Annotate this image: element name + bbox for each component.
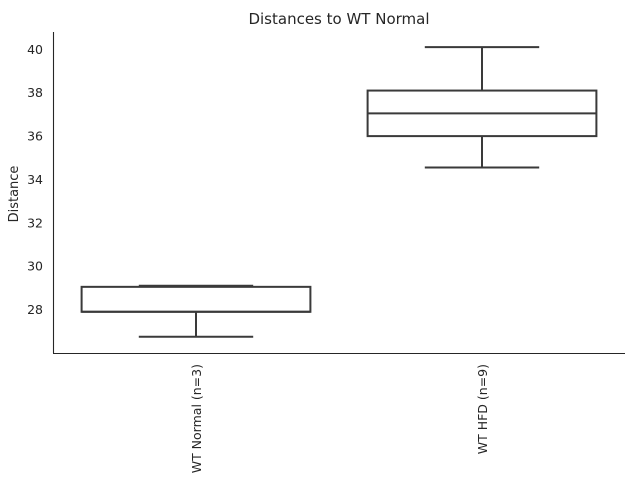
box-group xyxy=(80,46,598,338)
y-tick-label: 34 xyxy=(27,172,43,187)
chart-title: Distances to WT Normal xyxy=(248,10,429,28)
y-tick-label: 36 xyxy=(27,129,43,144)
y-tick-label: 40 xyxy=(27,42,43,57)
y-tick-label: 32 xyxy=(27,215,43,230)
y-axis-ticks: 28 30 32 34 36 38 40 xyxy=(27,42,43,317)
y-tick-label: 38 xyxy=(27,85,43,100)
y-tick-label: 28 xyxy=(27,302,43,317)
x-axis-ticks: WT Normal (n=3) WT HFD (n=9) xyxy=(189,364,490,473)
x-tick-label: WT HFD (n=9) xyxy=(475,364,490,454)
x-tick-label: WT Normal (n=3) xyxy=(189,364,204,473)
y-axis-label: Distance xyxy=(7,166,22,223)
box-iqr xyxy=(80,285,312,313)
y-tick-label: 30 xyxy=(27,259,43,274)
